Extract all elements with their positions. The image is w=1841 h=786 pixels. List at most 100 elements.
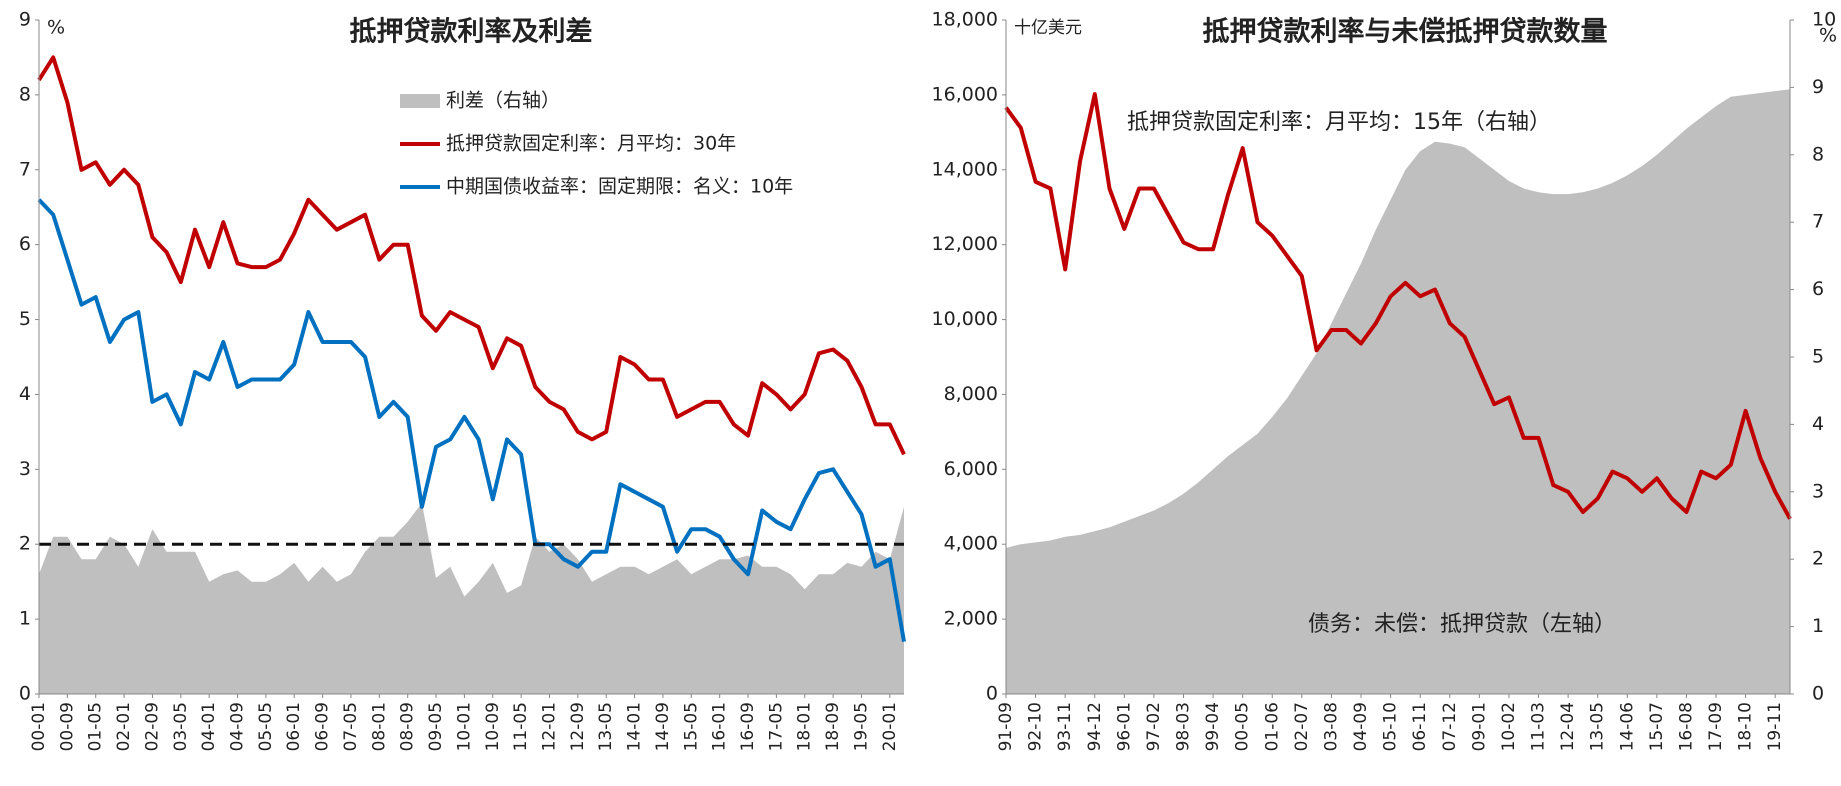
y-tick-label: 12,000 <box>932 233 998 255</box>
y-tick-label: 8 <box>19 83 31 105</box>
y-tick-label: 8,000 <box>944 383 998 405</box>
y-tick-label: 10,000 <box>932 308 998 330</box>
y-tick-label: 16,000 <box>932 83 998 105</box>
x-tick-label: 05-05 <box>256 702 276 751</box>
x-tick-label: 07-12 <box>1440 702 1460 751</box>
y2-tick-label: 9 <box>1812 76 1824 98</box>
y-unit: % <box>47 17 65 39</box>
y-tick-label: 5 <box>19 308 31 330</box>
line <box>37 198 906 642</box>
x-tick-label: 10-09 <box>483 702 503 751</box>
x-tick-label: 03-08 <box>1321 702 1341 751</box>
line <box>37 55 906 456</box>
x-tick-label: 06-09 <box>313 702 333 751</box>
y-tick-label: 18,000 <box>932 9 998 31</box>
x-tick-label: 17-09 <box>1706 702 1726 751</box>
x-tick-label: 14-06 <box>1617 702 1637 751</box>
x-tick-label: 18-09 <box>823 702 843 751</box>
x-tick-label: 19-11 <box>1765 702 1785 751</box>
x-tick-label: 16-01 <box>710 702 730 751</box>
y-tick-label: 14,000 <box>932 158 998 180</box>
x-tick-label: 92-10 <box>1026 702 1046 751</box>
x-tick-label: 13-05 <box>1588 702 1608 751</box>
x-tick-label: 04-01 <box>199 702 219 751</box>
x-tick-label: 94-12 <box>1085 702 1105 751</box>
x-tick-label: 96-01 <box>1114 702 1134 751</box>
x-tick-label: 99-04 <box>1203 702 1223 751</box>
x-tick-label: 07-05 <box>341 702 361 751</box>
x-tick-label: 03-05 <box>171 702 191 751</box>
y2-tick-label: 10 <box>1812 9 1836 31</box>
x-tick-label: 10-01 <box>454 702 474 751</box>
x-tick-label: 18-01 <box>795 702 815 751</box>
series-label: 债务：未偿：抵押贷款（左轴） <box>1308 612 1616 637</box>
y2-tick-label: 5 <box>1812 346 1824 368</box>
y-tick-label: 2 <box>19 533 31 555</box>
y-tick-label: 4,000 <box>944 533 998 555</box>
area <box>39 503 904 694</box>
y-tick-label: 9 <box>19 9 31 31</box>
legend-label: 抵押贷款固定利率：月平均：30年 <box>446 133 736 155</box>
x-tick-label: 17-05 <box>766 702 786 751</box>
x-tick-label: 04-09 <box>1351 702 1371 751</box>
y-tick-label: 0 <box>19 683 31 705</box>
x-tick-label: 11-03 <box>1529 702 1549 751</box>
series-label: 抵押贷款固定利率：月平均：15年（右轴） <box>1127 110 1551 135</box>
x-tick-label: 15-05 <box>681 702 701 751</box>
x-tick-label: 11-05 <box>511 702 531 751</box>
y-tick-label: 4 <box>19 383 31 405</box>
y2-tick-label: 4 <box>1812 413 1824 435</box>
x-tick-label: 02-01 <box>114 702 134 751</box>
x-tick-label: 12-01 <box>539 702 559 751</box>
y-tick-label: 1 <box>19 608 31 630</box>
legend-label: 中期国债收益率：固定期限：名义：10年 <box>446 176 793 198</box>
y-tick-label: 6 <box>19 233 31 255</box>
y2-tick-label: 2 <box>1812 548 1824 570</box>
legend-swatch <box>400 94 440 108</box>
x-tick-label: 91-09 <box>996 702 1016 751</box>
x-tick-label: 00-01 <box>29 702 49 751</box>
x-tick-label: 14-09 <box>653 702 673 751</box>
y2-tick-label: 7 <box>1812 211 1824 233</box>
x-tick-label: 06-11 <box>1410 702 1430 751</box>
x-tick-label: 98-03 <box>1174 702 1194 751</box>
y-unit: 十亿美元 <box>1014 18 1082 38</box>
x-tick-label: 13-05 <box>596 702 616 751</box>
x-tick-label: 12-09 <box>568 702 588 751</box>
area <box>1006 89 1790 695</box>
y-tick-label: 6,000 <box>944 458 998 480</box>
x-tick-label: 16-09 <box>738 702 758 751</box>
x-tick-label: 14-01 <box>625 702 645 751</box>
line <box>1004 92 1792 520</box>
x-tick-label: 09-05 <box>426 702 446 751</box>
x-tick-label: 08-09 <box>398 702 418 751</box>
x-tick-label: 20-01 <box>880 702 900 751</box>
x-tick-label: 19-05 <box>851 702 871 751</box>
y2-tick-label: 8 <box>1812 143 1824 165</box>
y2-unit: % <box>1819 25 1837 47</box>
x-tick-label: 09-01 <box>1469 702 1489 751</box>
x-tick-label: 12-04 <box>1558 702 1578 751</box>
y-tick-label: 7 <box>19 158 31 180</box>
x-tick-label: 00-09 <box>57 702 77 751</box>
x-tick-label: 05-10 <box>1381 702 1401 751</box>
y-tick-label: 2,000 <box>944 608 998 630</box>
y2-tick-label: 6 <box>1812 278 1824 300</box>
x-tick-label: 97-02 <box>1144 702 1164 751</box>
x-tick-label: 93-11 <box>1055 702 1075 751</box>
y-tick-label: 3 <box>19 458 31 480</box>
y-tick-label: 0 <box>986 683 998 705</box>
y2-tick-label: 3 <box>1812 480 1824 502</box>
x-tick-label: 15-07 <box>1647 702 1667 751</box>
x-tick-label: 04-09 <box>228 702 248 751</box>
x-tick-label: 08-01 <box>369 702 389 751</box>
y2-tick-label: 1 <box>1812 615 1824 637</box>
x-tick-label: 01-05 <box>86 702 106 751</box>
chart-title: 抵押贷款利率及利差 <box>350 16 593 48</box>
y2-tick-label: 0 <box>1812 683 1824 705</box>
x-tick-label: 16-08 <box>1676 702 1696 751</box>
x-tick-label: 02-09 <box>142 702 162 751</box>
chart-title: 抵押贷款利率与未偿抵押贷款数量 <box>1203 16 1608 48</box>
x-tick-label: 01-06 <box>1262 702 1282 751</box>
